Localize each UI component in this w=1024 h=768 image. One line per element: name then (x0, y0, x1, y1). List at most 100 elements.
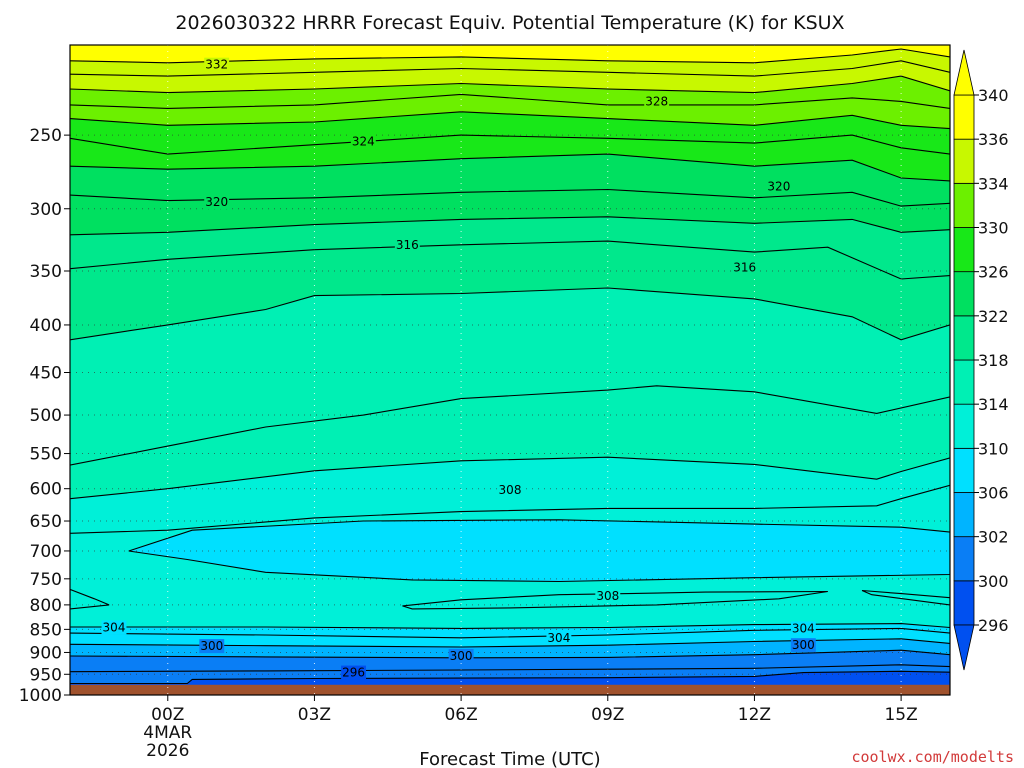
chart-title: 2026030322 HRRR Forecast Equiv. Potentia… (175, 12, 844, 34)
colorbar-segment (953, 271, 975, 317)
contour-label: 332 (205, 58, 228, 72)
contour-line-302 (70, 638, 950, 648)
contour-line-304 (70, 627, 950, 639)
colorbar-segment (953, 359, 975, 405)
y-tick-label: 350 (30, 262, 62, 282)
contour-label: 300 (450, 649, 473, 663)
pocket-line (70, 588, 110, 610)
x-tick-label: 06Z (444, 705, 477, 725)
contour-line-308 (70, 484, 950, 534)
y-tick-label: 300 (30, 200, 62, 220)
contour-label-bg (204, 57, 230, 72)
colorbar-tick-label: 340 (978, 86, 1009, 105)
contour-line-332 (70, 60, 950, 77)
contour-label-bg (644, 94, 670, 109)
y-tick-label: 700 (30, 542, 62, 562)
y-tick-label: 500 (30, 406, 62, 426)
colorbar-tick-label: 334 (978, 174, 1009, 193)
contour-label: 320 (205, 195, 228, 209)
contour-label-bg (101, 620, 127, 635)
x-tick-label: 00Z (151, 705, 184, 725)
contour-label: 308 (596, 589, 619, 603)
pocket-fill (862, 590, 950, 605)
colorbar-segment (953, 94, 975, 140)
contour-label: 316 (396, 238, 419, 252)
x-tick-label: 12Z (738, 705, 771, 725)
y-tick-label: 1000 (19, 686, 62, 706)
contour-label-bg (448, 649, 474, 664)
x-tick-label: 09Z (591, 705, 624, 725)
contour-line-326 (70, 111, 950, 130)
contour-label-bg (766, 179, 792, 194)
y-tick-label: 400 (30, 316, 62, 336)
contour-label: 304 (792, 621, 815, 635)
contour-label-bg (595, 589, 621, 604)
contour-label: 308 (499, 483, 522, 497)
contour-label: 304 (547, 631, 570, 645)
colorbar-tick-label: 296 (978, 616, 1009, 635)
y-tick-label: 250 (30, 126, 62, 146)
contour-line-306 (70, 623, 950, 629)
y-tick-label: 600 (30, 480, 62, 500)
pocket-line (128, 519, 950, 583)
contour-label-bg (350, 134, 376, 149)
contour-label: 320 (767, 180, 790, 194)
contour-line-312 (70, 385, 950, 466)
contour-label-bg (394, 237, 420, 252)
colorbar-extend-bottom (953, 624, 975, 671)
y-tick-label: 650 (30, 512, 62, 532)
contour-label: 328 (645, 94, 668, 108)
contour-label: 300 (200, 639, 223, 653)
colorbar-extend-top (953, 49, 975, 96)
x-tick-label: 15Z (884, 705, 917, 725)
colorbar-tick-label: 336 (978, 130, 1009, 149)
colorbar-tick-label: 300 (978, 572, 1009, 591)
contour-line-316 (70, 240, 950, 280)
colorbar-tick-label: 310 (978, 439, 1009, 458)
colorbar-tick-label: 326 (978, 263, 1009, 282)
colorbar-tick-label: 314 (978, 395, 1009, 414)
colorbar-tick-label: 302 (978, 528, 1009, 547)
colorbar-tick-label: 330 (978, 219, 1009, 238)
y-tick-label: 950 (30, 665, 62, 685)
contour-label: 296 (342, 666, 365, 680)
pocket-fill (128, 519, 950, 582)
x-tick-label: 03Z (298, 705, 331, 725)
grid (70, 45, 950, 695)
contour-label: 300 (792, 638, 815, 652)
colorbar-segment (953, 315, 975, 361)
colorbar-segment (953, 403, 975, 449)
contour-label-bg (497, 483, 523, 498)
colorbar-tick-label: 318 (978, 351, 1009, 370)
contour-line-310 (70, 456, 950, 500)
contour-label: 304 (103, 620, 126, 634)
colorbar-segment (953, 447, 975, 493)
contour-label-bg (204, 194, 230, 209)
contour-label: 324 (352, 135, 375, 149)
contour-line-324 (70, 134, 950, 155)
colorbar-segment (953, 227, 975, 273)
pocket-line (402, 590, 828, 610)
x-tick-year: 2026 (146, 741, 189, 761)
contour-line-314 (70, 287, 950, 341)
y-axis: 250 300 350 400 450 500 550 600 650 700 750 800 850 9… (19, 126, 70, 706)
contour-line-300 (70, 649, 950, 659)
x-tick-date: 4MAR (143, 723, 192, 743)
ground (70, 684, 950, 695)
colorbar-segment (953, 580, 975, 626)
contour-line-296 (70, 670, 950, 685)
contour-label-bg (732, 260, 758, 275)
y-tick-label: 450 (30, 364, 62, 384)
x-axis-label: Forecast Time (UTC) (419, 749, 600, 768)
plot-frame (69, 44, 951, 696)
contour-label-bg (790, 621, 816, 636)
contour-label-bg (790, 638, 816, 653)
colorbar: 296 300 302 306 310 314 318 322 326 330 334 336 340 (953, 49, 1009, 671)
plot-fill (70, 45, 950, 695)
plot-area: 332 328 324 320 320 316 316 308 308 304 304 304 300 3… (69, 44, 951, 696)
contour-line-322 (70, 153, 950, 182)
contour-label-bg (341, 665, 367, 680)
colorbar-segment (953, 182, 975, 228)
